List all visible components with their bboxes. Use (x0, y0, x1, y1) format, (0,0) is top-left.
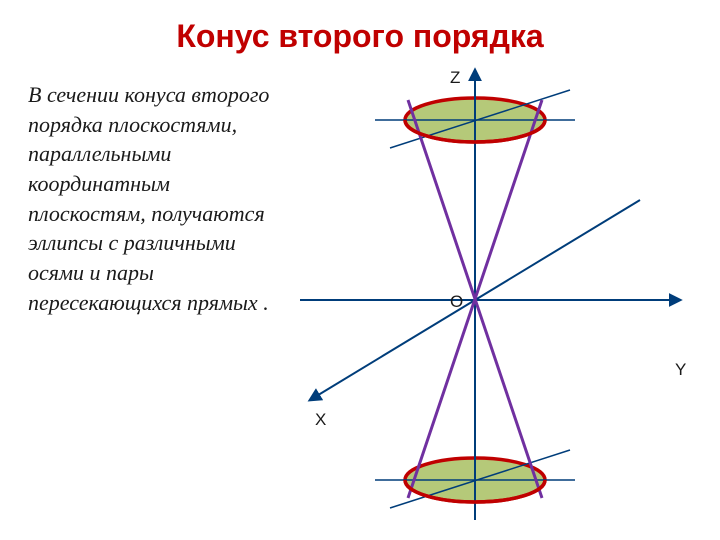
description-text: В сечении конуса второго порядка плоскос… (28, 80, 278, 318)
z-axis-label: Z (450, 68, 460, 88)
cone-diagram: Z Y X O (280, 60, 710, 530)
origin-label: O (450, 292, 463, 312)
cone-svg (280, 60, 710, 530)
y-axis-label: Y (675, 360, 686, 380)
page-title: Конус второго порядка (0, 0, 720, 55)
x-axis-label: X (315, 410, 326, 430)
